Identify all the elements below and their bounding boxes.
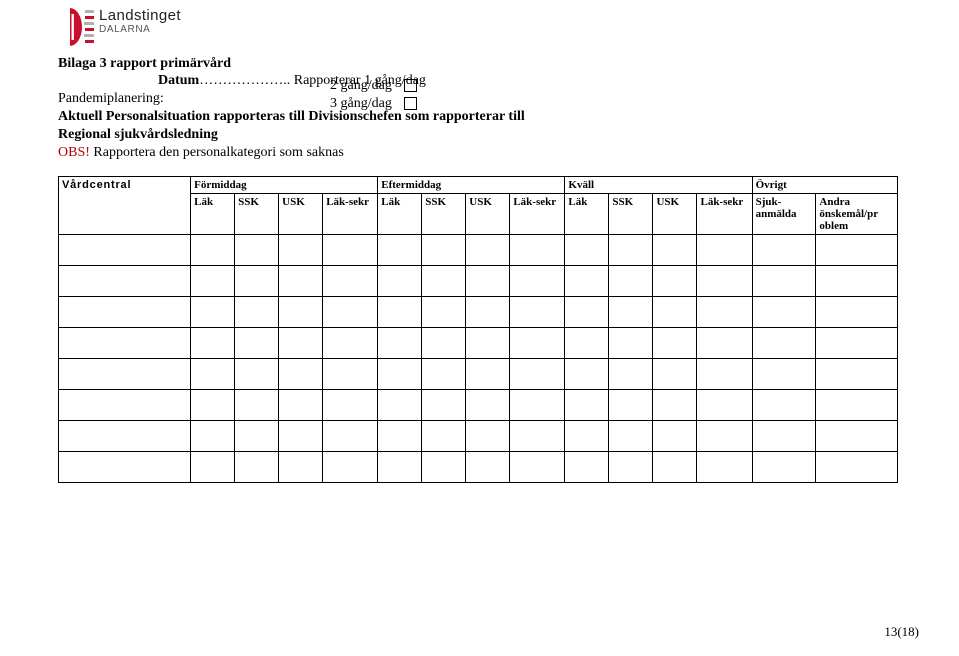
datum-dots: ……………….. <box>199 73 290 88</box>
frequency-options: 2 gång/dag 3 gång/dag <box>330 77 417 112</box>
group-kvall: Kväll <box>565 176 752 193</box>
col-andra: Andra önskemål/pr oblem <box>816 193 898 234</box>
table-row <box>59 420 898 451</box>
table-row <box>59 389 898 420</box>
group-formiddag: Förmiddag <box>191 176 378 193</box>
logo-text: Landstinget DALARNA <box>99 8 181 35</box>
freq-2-label: 2 gång/dag <box>330 77 398 95</box>
col-fm-ssk: SSK <box>235 193 279 234</box>
table-row <box>59 265 898 296</box>
col-fm-laksekr: Läk-sekr <box>323 193 378 234</box>
col-em-usk: USK <box>466 193 510 234</box>
freq-3-checkbox[interactable] <box>404 97 417 110</box>
col-em-lak: Läk <box>378 193 422 234</box>
group-eftermiddag: Eftermiddag <box>378 176 565 193</box>
datum-label: Datum <box>158 73 199 88</box>
obs-label: OBS! <box>58 145 90 160</box>
freq-2-checkbox[interactable] <box>404 79 417 92</box>
table-row <box>59 234 898 265</box>
col-kv-ssk: SSK <box>609 193 653 234</box>
page-number: 13(18) <box>884 624 919 640</box>
schedule-table: Vårdcentral Förmiddag Eftermiddag Kväll … <box>58 176 898 483</box>
table-row <box>59 358 898 389</box>
logo-mark <box>65 8 95 46</box>
personalsituation-line1: Aktuell Personalsituation rapporteras ti… <box>58 109 525 124</box>
col-em-laksekr: Läk-sekr <box>510 193 565 234</box>
obs-text: Rapportera den personalkategori som sakn… <box>90 145 344 160</box>
logo: Landstinget DALARNA <box>65 8 181 46</box>
pandemiplanering-label: Pandemiplanering: <box>58 90 919 108</box>
col-kv-usk: USK <box>653 193 697 234</box>
logo-sub: DALARNA <box>99 24 181 35</box>
col-sjukanmalda: Sjuk-anmälda <box>752 193 816 234</box>
table-row <box>59 451 898 482</box>
group-ovrigt: Övrigt <box>752 176 897 193</box>
col-kv-laksekr: Läk-sekr <box>697 193 752 234</box>
bilaga-title: Bilaga 3 rapport primärvård <box>58 56 919 72</box>
col-fm-lak: Läk <box>191 193 235 234</box>
table-row <box>59 296 898 327</box>
col-em-ssk: SSK <box>422 193 466 234</box>
col-kv-lak: Läk <box>565 193 609 234</box>
table-row <box>59 327 898 358</box>
col-vardcentral: Vårdcentral <box>59 176 191 234</box>
logo-main: Landstinget <box>99 8 181 24</box>
freq-3-label: 3 gång/dag <box>330 95 398 113</box>
col-fm-usk: USK <box>279 193 323 234</box>
personalsituation-line2: Regional sjukvårdsledning <box>58 127 218 142</box>
